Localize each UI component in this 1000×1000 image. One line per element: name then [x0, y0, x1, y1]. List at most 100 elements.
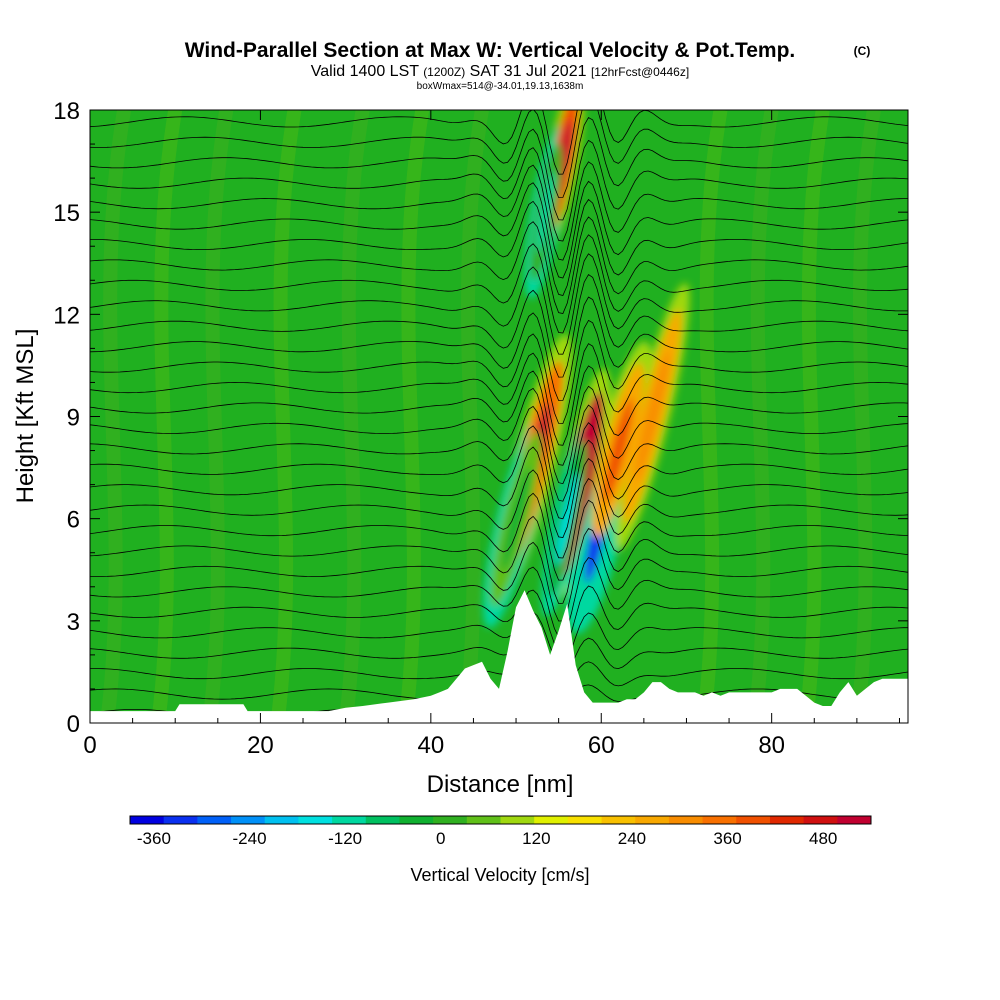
x-tick-label: 80: [758, 732, 785, 759]
colorbar-swatch: [803, 816, 838, 824]
theta-contour-line: [90, 499, 908, 604]
x-axis: 0 20 40 60 80: [83, 110, 900, 759]
colorbar-swatch: [702, 816, 737, 824]
colorbar-swatch: [736, 816, 771, 824]
theta-contour-line: [90, 557, 908, 638]
colorbar-swatch: [635, 816, 670, 824]
colorbar-tick-label: 120: [522, 829, 550, 848]
colorbar-swatch: [466, 816, 501, 824]
theta-contour-line: [90, 116, 908, 221]
theta-contour-line: [90, 657, 908, 688]
chart-title: Wind-Parallel Section at Max W: Vertical…: [185, 39, 796, 62]
plot-background: [90, 110, 908, 723]
y-axis: 0 3 6 9 12 15 18: [53, 98, 908, 738]
terrain: [90, 590, 908, 723]
theta-contour-line: [90, 198, 908, 296]
colorbar-swatch: [500, 816, 535, 824]
colorbar-swatch: [231, 816, 266, 824]
colorbar-swatch: [197, 816, 232, 824]
colorbar-frame: [129, 815, 872, 825]
theta-contour-line: [90, 478, 908, 581]
colorbar-tick-label: 480: [809, 829, 837, 848]
y-tick-label: 15: [53, 200, 80, 227]
colorbar-swatch: [365, 816, 400, 824]
background-band: [151, 110, 183, 723]
y-tick-label: 9: [67, 405, 80, 432]
copyright-mark: (C): [854, 44, 871, 58]
colorbar-tick-label: -240: [233, 829, 267, 848]
theta-contour-line: [90, 234, 908, 334]
x-tick-label: 60: [588, 732, 615, 759]
theta-contour-line: [90, 343, 908, 446]
y-tick-label: 6: [67, 507, 80, 534]
background-band: [696, 110, 728, 723]
theta-contour-line: [90, 253, 908, 355]
theta-contour-line: [90, 180, 908, 279]
theta-contour-line: [90, 216, 908, 314]
colorbar-tick-label: -360: [137, 829, 171, 848]
theta-contour-line: [90, 527, 908, 622]
velocity-features: [483, 110, 690, 634]
background-bands: [100, 110, 881, 723]
x-tick-label: 40: [417, 732, 444, 759]
colorbar-swatch: [298, 816, 333, 824]
colorbar-swatch: [601, 816, 636, 824]
colorbar-swatch: [534, 816, 569, 824]
valid-prefix: Valid 1400 LST: [311, 63, 419, 80]
theta-contour-line: [90, 274, 908, 378]
theta-contours: [90, 110, 908, 721]
theta-contour-line: [90, 319, 908, 424]
colorbar-swatch: [130, 816, 165, 824]
background-band: [747, 110, 779, 723]
y-tick-label: 0: [67, 711, 80, 738]
x-axis-label: Distance [nm]: [427, 771, 574, 798]
y-tick-label: 3: [67, 609, 80, 636]
forecast-info: [12hrFcst@0446z]: [591, 65, 689, 79]
colorbar-label: Vertical Velocity [cm/s]: [410, 865, 589, 885]
colorbar-swatch: [567, 816, 603, 824]
colorbar-swatch: [163, 816, 198, 824]
velocity-core: [603, 398, 633, 503]
velocity-core: [635, 352, 670, 481]
colorbar-tick-label: 360: [713, 829, 741, 848]
box-info: boxWmax=514@-34.01,19.13,1638m: [417, 81, 584, 92]
colorbar-swatch: [399, 816, 434, 824]
theta-contour-line: [90, 439, 908, 538]
colorbar-swatch: [433, 816, 468, 824]
y-tick-label: 12: [53, 302, 80, 329]
background-band: [398, 110, 430, 723]
background-band: [798, 110, 830, 723]
theta-contour-line: [90, 404, 908, 502]
colorbar-swatch: [837, 816, 872, 824]
theta-contour-line: [90, 422, 908, 520]
background-band: [100, 110, 131, 723]
x-tick-label: 0: [83, 732, 96, 759]
colorbar-tick-label: 240: [618, 829, 646, 848]
terrain-mask: [90, 590, 908, 723]
theta-contour-line: [90, 385, 908, 485]
colorbar-swatch: [769, 816, 805, 824]
theta-contour-line: [90, 110, 908, 198]
background-band: [270, 110, 302, 723]
x-tick-label: 20: [247, 732, 274, 759]
valid-utc: (1200Z): [423, 65, 465, 79]
colorbar-swatch: [264, 816, 299, 824]
colorbar-swatch: [668, 816, 704, 824]
valid-time-line: Valid 1400 LST (1200Z) SAT 31 Jul 2021 […: [311, 63, 689, 80]
background-band: [202, 110, 234, 723]
velocity-core: [501, 466, 531, 572]
colorbar-tick-label: 0: [436, 829, 445, 848]
background-band: [457, 110, 489, 723]
theta-contour-line: [90, 611, 908, 665]
y-axis-label: Height [Kft MSL]: [12, 329, 39, 504]
theta-contour-line: [90, 110, 908, 175]
valid-date: SAT 31 Jul 2021: [470, 63, 587, 80]
y-tick-label: 18: [53, 98, 80, 125]
colorbar-swatch: [332, 816, 367, 824]
theta-contour-line: [90, 139, 908, 242]
colorbar: -360 -240 -120 0 120 240 360 480: [129, 815, 872, 848]
theta-contour-line: [90, 633, 908, 677]
theta-contour-line: [90, 458, 908, 559]
theta-contour-line: [90, 296, 908, 401]
velocity-core: [556, 471, 579, 566]
